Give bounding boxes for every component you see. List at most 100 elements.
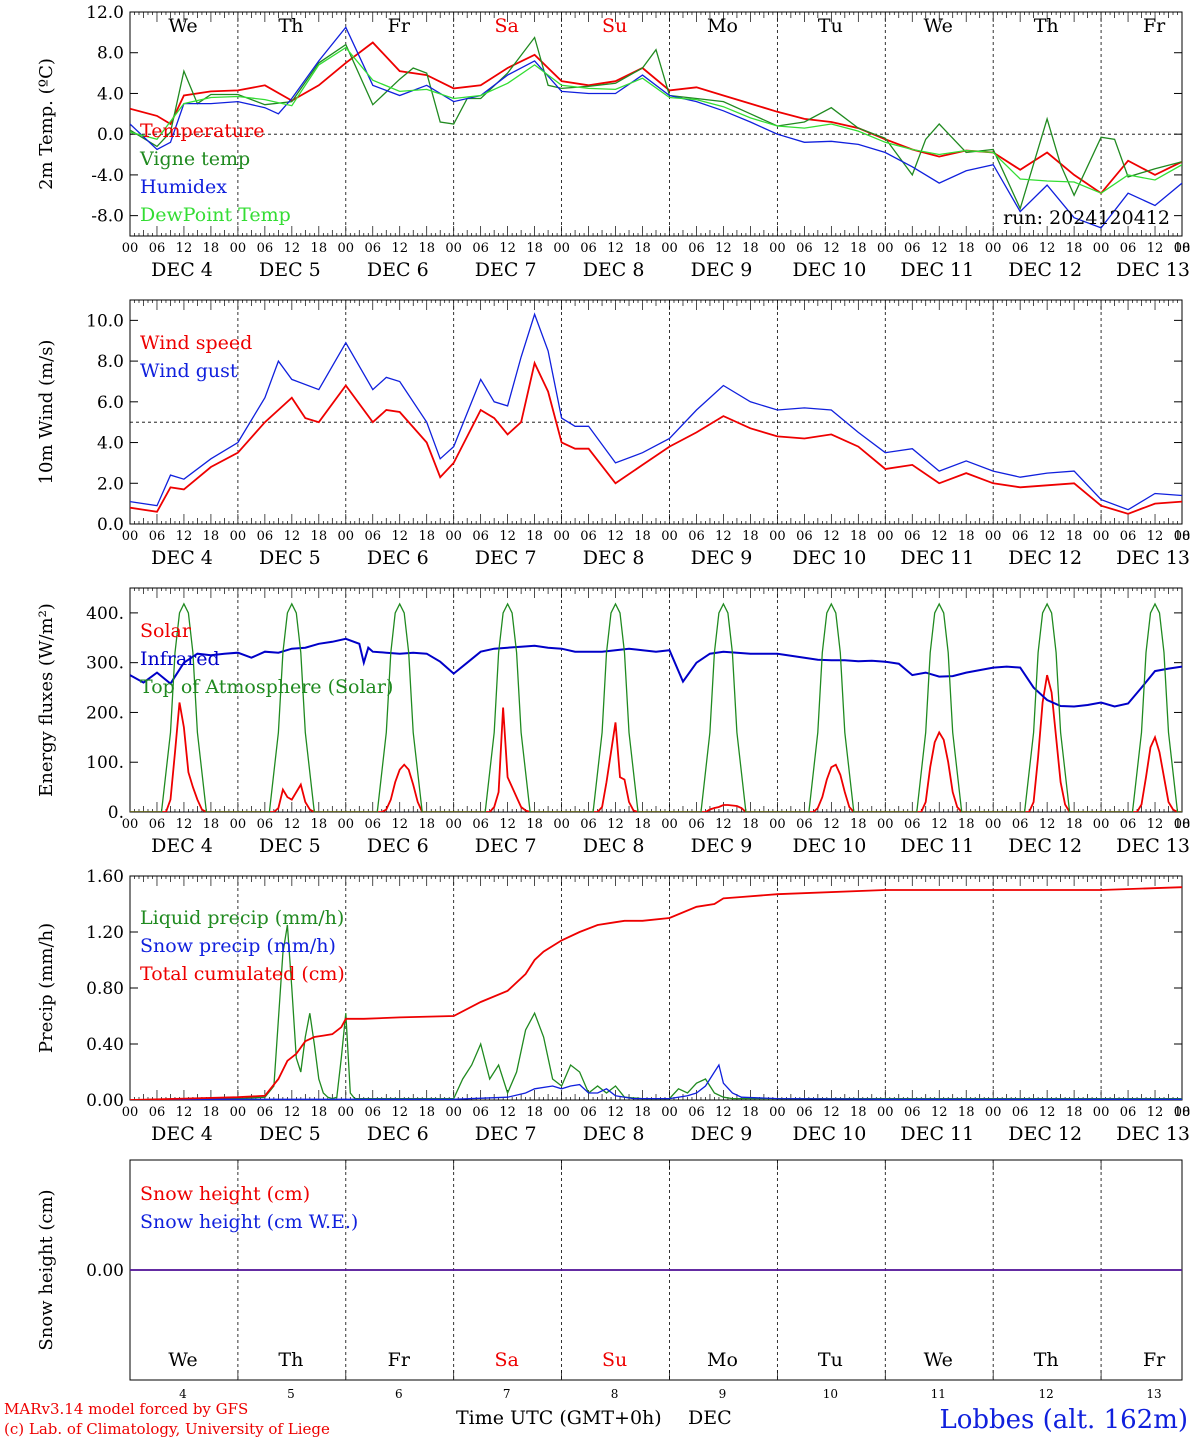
hour-tick-label: 00 [122,241,139,256]
hour-tick-label: 12 [176,817,193,832]
hour-tick-label: 18 [203,529,220,544]
hour-tick-label: 18 [311,529,328,544]
hour-tick-label: 06 [904,1105,921,1120]
hour-tick-label: 18 [634,529,651,544]
legend-entry: Infrared [140,648,220,670]
hour-tick-label: 12 [1039,529,1056,544]
hour-tick-label: 12 [176,529,193,544]
date-label: DEC 5 [259,259,321,281]
weekday-label: Th [278,1349,303,1371]
date-label: DEC 11 [900,1123,974,1145]
hour-tick-label: 12 [1147,241,1164,256]
hour-tick-label: 12 [284,817,301,832]
hour-tick-label: 00 [338,529,355,544]
hour-tick-label: 00 [1093,241,1110,256]
y-axis-title: Snow height (cm) [36,1189,57,1350]
footer-credit-line: (c) Lab. of Climatology, University of L… [4,1420,330,1438]
y-tick-label: -4.0 [91,166,124,186]
hour-tick-label: 18 [634,1105,651,1120]
y-tick-label: 8.0 [97,44,124,64]
date-label: DEC 8 [583,547,645,569]
date-label: DEC 13 [1116,1123,1190,1145]
date-label: DEC 10 [792,835,866,857]
hour-tick-label: 12 [931,817,948,832]
weekday-label: We [924,15,953,37]
hour-tick-label: 00 [1093,817,1110,832]
hour-tick-label: 12 [499,529,516,544]
hour-tick-label: 18 [1174,241,1191,256]
hour-tick-label: 06 [1120,1105,1137,1120]
hour-tick-label: 18 [850,817,867,832]
hour-tick-label: 18 [1066,1105,1083,1120]
footer-location: Lobbes (alt. 162m) [939,1405,1188,1435]
hour-tick-label: 18 [742,817,759,832]
hour-tick-label: 00 [553,529,570,544]
legend-entry: Solar [140,620,192,642]
hour-tick-label: 06 [364,817,381,832]
hour-tick-label: 06 [796,1105,813,1120]
date-label: DEC 9 [691,547,753,569]
hour-tick-label: 00 [985,1105,1002,1120]
hour-tick-label: 06 [257,241,274,256]
hour-tick-label: 00 [985,529,1002,544]
hour-tick-label: 18 [526,1105,543,1120]
legend-entry: Snow height (cm) [140,1183,310,1205]
series-line-3 [130,602,1182,812]
hour-tick-label: 18 [1066,817,1083,832]
date-label: DEC 5 [259,547,321,569]
y-tick-label: 0.0 [97,515,124,535]
weekday-label: Fr [388,1349,411,1371]
hour-tick-label: 06 [364,241,381,256]
date-label: DEC 10 [792,547,866,569]
hour-tick-label: 18 [203,817,220,832]
hour-tick-label: 06 [688,817,705,832]
y-axis-title: 10m Wind (m/s) [36,340,57,485]
hour-tick-label: 00 [769,529,786,544]
hour-tick-label: 00 [769,1105,786,1120]
hour-tick-label: 18 [958,817,975,832]
y-tick-label: 1.20 [86,923,124,943]
y-tick-label: 200. [86,703,124,723]
hour-tick-label: 06 [1012,1105,1029,1120]
date-label: DEC 8 [583,835,645,857]
day-number-label: 8 [611,1387,619,1401]
date-label: DEC 12 [1008,259,1082,281]
weekday-label: Sa [495,1349,519,1371]
date-label: DEC 7 [475,1123,537,1145]
hour-tick-label: 00 [877,1105,894,1120]
hour-tick-label: 12 [1039,817,1056,832]
hour-tick-label: 06 [364,1105,381,1120]
hour-tick-label: 06 [364,529,381,544]
hour-tick-label: 18 [418,1105,435,1120]
hour-tick-label: 12 [823,241,840,256]
hour-tick-label: 12 [823,817,840,832]
hour-tick-label: 06 [580,817,597,832]
hour-tick-label: 18 [742,241,759,256]
legend-entry: Top of Atmosphere (Solar) [140,676,393,698]
panel-energy: 0. 100. 200. 300. 400. Energy fluxes (W/m²) 00… [36,587,1191,857]
y-tick-label: 0.00 [86,1091,124,1111]
hour-tick-label: 18 [958,241,975,256]
y-axis-title: Precip (mm/h) [36,923,57,1053]
hour-tick-label: 18 [850,1105,867,1120]
legend-entry: Snow precip (mm/h) [140,935,336,957]
hour-tick-label: 18 [1066,241,1083,256]
y-tick-label: 4.0 [97,84,124,104]
hour-tick-label: 00 [122,1105,139,1120]
hour-tick-label: 00 [1174,817,1191,832]
legend-entry: Wind gust [140,360,238,382]
date-label: DEC 5 [259,1123,321,1145]
y-tick-label: 6.0 [97,393,124,413]
plot-frame [129,299,1183,525]
y-axis-title: Energy fluxes (W/m²) [36,603,57,797]
date-label: DEC 7 [475,259,537,281]
date-label: DEC 12 [1008,1123,1082,1145]
hour-tick-label: 00 [122,817,139,832]
footer-axis-title: Time UTC (GMT+0h) [456,1407,662,1429]
series-line-2 [130,637,1182,708]
series-line-1 [130,674,1182,812]
day-number-label: 4 [179,1387,187,1401]
y-tick-label: 10.0 [86,311,124,331]
plot-frame [129,11,1183,237]
